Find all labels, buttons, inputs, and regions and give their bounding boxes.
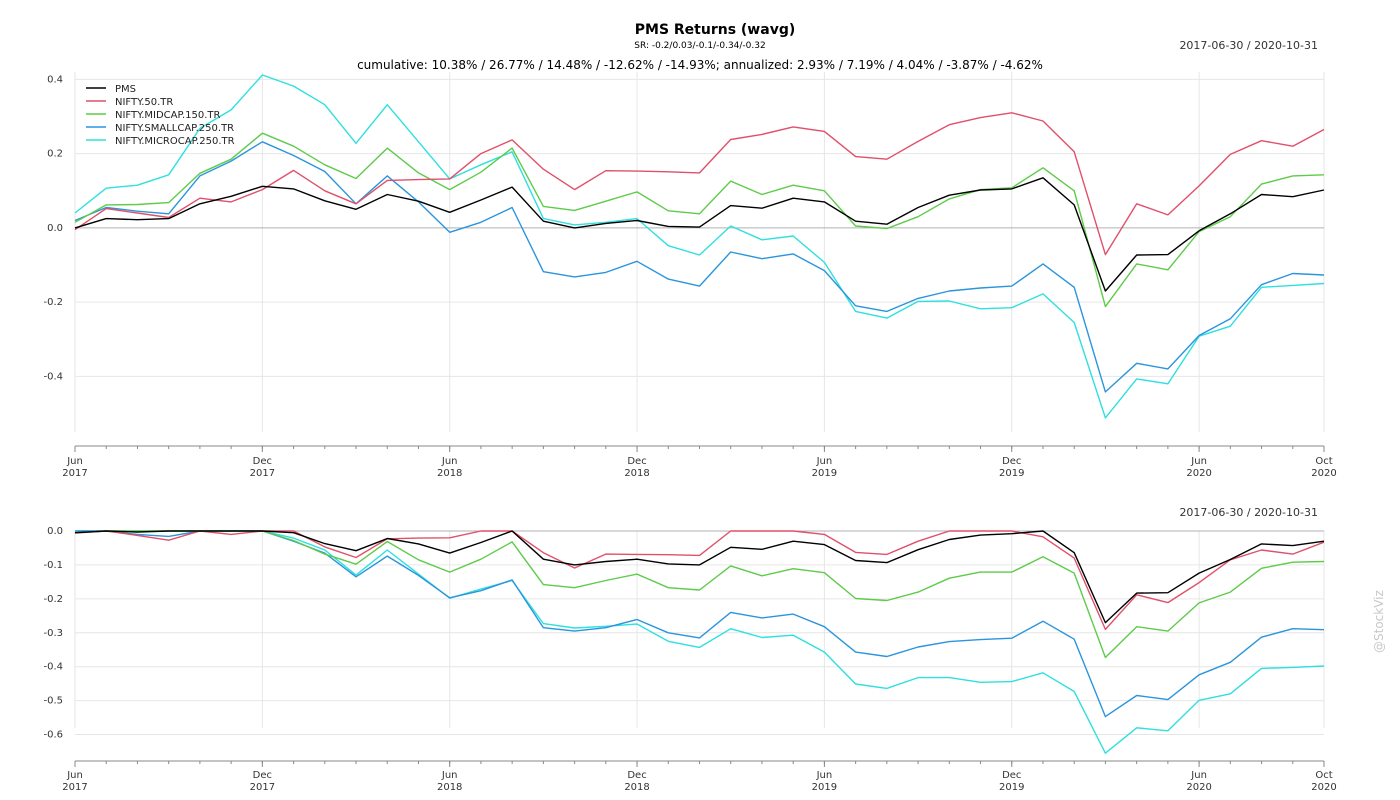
chart-title: PMS Returns (wavg) — [635, 22, 796, 38]
series-line-nifty-microcap-250-tr — [74, 74, 1325, 419]
y-tick-label: -0.5 — [43, 696, 63, 707]
bottom-date-range: 2017-06-30 / 2020-10-31 — [1179, 506, 1318, 519]
x-tick-month: Dec — [1002, 770, 1021, 781]
drawdown-panel: 0.0-0.1-0.2-0.3-0.4-0.5-0.6Jun2017Dec201… — [43, 526, 1336, 793]
x-tick-year: 2017 — [62, 468, 87, 479]
y-tick-label: -0.2 — [43, 594, 63, 605]
x-tick-year: 2020 — [1186, 782, 1211, 793]
x-tick-year: 2019 — [999, 468, 1024, 479]
legend-label: NIFTY.MICROCAP.250.TR — [115, 136, 235, 147]
y-tick-label: -0.2 — [43, 297, 63, 308]
x-tick-year: 2020 — [1311, 782, 1336, 793]
top-date-range: 2017-06-30 / 2020-10-31 — [1179, 39, 1318, 52]
x-tick-year: 2018 — [624, 468, 649, 479]
legend-label: NIFTY.MIDCAP.150.TR — [115, 110, 221, 121]
watermark: @StockViz — [1372, 590, 1386, 653]
y-tick-label: -0.3 — [43, 628, 63, 639]
legend: PMS NIFTY.50.TR NIFTY.MIDCAP.150.TR NIFTY.S… — [86, 84, 235, 147]
series-line-nifty-50-tr — [74, 112, 1325, 256]
series-line-pms — [74, 530, 1325, 624]
x-tick-month: Jun — [816, 456, 833, 467]
legend-label: NIFTY.SMALLCAP.250.TR — [115, 123, 234, 134]
x-tick-month: Jun — [66, 456, 83, 467]
series-line-nifty-smallcap-250-tr — [74, 141, 1325, 393]
x-tick-month: Dec — [627, 456, 646, 467]
sharpe-ratio-text: SR: -0.2/0.03/-0.1/-0.34/-0.32 — [634, 41, 765, 51]
y-tick-label: -0.1 — [43, 560, 63, 571]
x-tick-year: 2019 — [812, 468, 837, 479]
x-tick-year: 2017 — [250, 782, 275, 793]
legend-label: PMS — [115, 84, 136, 95]
x-tick-month: Jun — [1190, 456, 1207, 467]
x-tick-month: Jun — [441, 770, 458, 781]
x-tick-year: 2017 — [62, 782, 87, 793]
x-tick-month: Dec — [627, 770, 646, 781]
series-line-nifty-50-tr — [74, 530, 1325, 631]
series-line-nifty-microcap-250-tr — [75, 530, 1325, 754]
x-tick-month: Oct — [1315, 456, 1332, 467]
x-tick-month: Jun — [66, 770, 83, 781]
x-tick-month: Oct — [1315, 770, 1332, 781]
x-tick-month: Dec — [253, 456, 272, 467]
x-tick-month: Dec — [1002, 456, 1021, 467]
summary-returns-text: cumulative: 10.38% / 26.77% / 14.48% / -… — [357, 58, 1043, 72]
x-tick-year: 2020 — [1186, 468, 1211, 479]
series-line-nifty-midcap-150-tr — [74, 132, 1325, 308]
x-tick-month: Dec — [253, 770, 272, 781]
y-tick-label: -0.4 — [43, 371, 63, 382]
cumulative-returns-panel: 0.40.20.0-0.2-0.4Jun2017Dec2017Jun2018De… — [43, 72, 1337, 479]
x-tick-year: 2020 — [1311, 468, 1336, 479]
x-tick-month: Jun — [441, 456, 458, 467]
x-tick-year: 2019 — [999, 782, 1024, 793]
x-tick-month: Jun — [1190, 770, 1207, 781]
x-tick-year: 2017 — [250, 468, 275, 479]
x-tick-year: 2018 — [437, 782, 462, 793]
y-tick-label: -0.6 — [43, 730, 63, 741]
series-line-pms — [74, 177, 1325, 292]
y-tick-label: 0.0 — [47, 526, 63, 537]
x-tick-year: 2018 — [624, 782, 649, 793]
x-tick-month: Jun — [816, 770, 833, 781]
legend-label: NIFTY.50.TR — [115, 97, 173, 108]
y-tick-label: 0.2 — [47, 149, 63, 160]
y-tick-label: 0.0 — [47, 223, 63, 234]
series-line-nifty-midcap-150-tr — [74, 530, 1325, 659]
x-tick-year: 2019 — [812, 782, 837, 793]
y-tick-label: -0.4 — [43, 662, 63, 673]
y-tick-label: 0.4 — [47, 74, 63, 85]
x-tick-year: 2018 — [437, 468, 462, 479]
